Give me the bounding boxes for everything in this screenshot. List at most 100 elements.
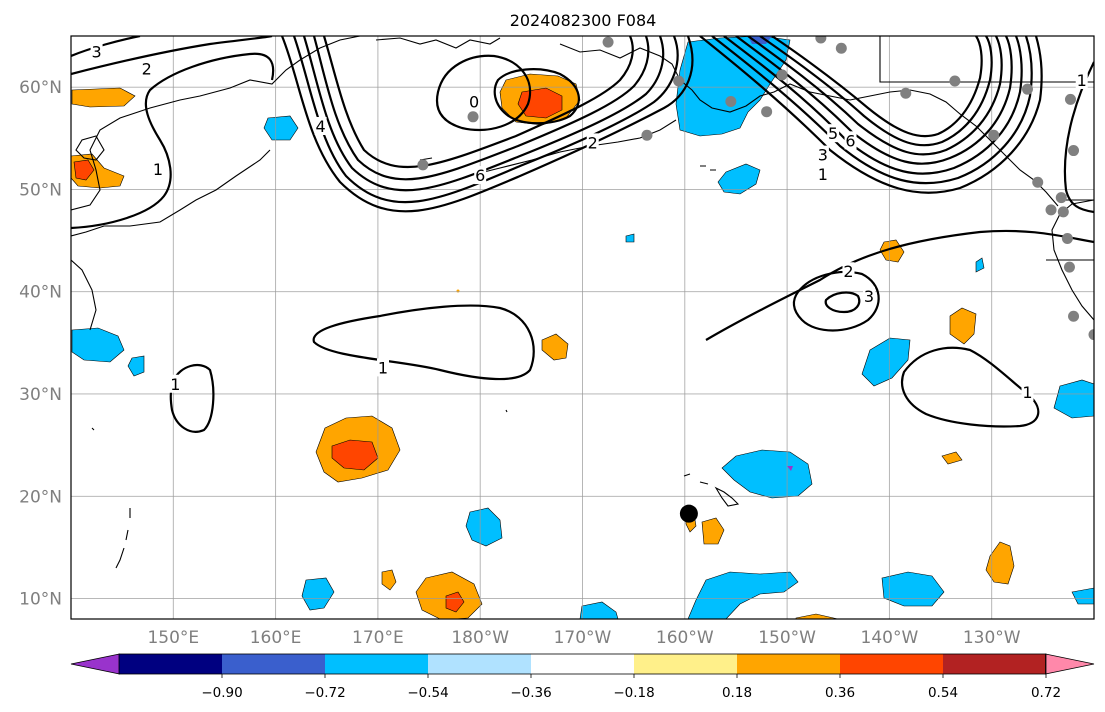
colorbar-tick-label: −0.54 (407, 685, 448, 701)
contour-label: 2 (588, 133, 598, 152)
station-marker (949, 75, 961, 87)
contour-label-halo (90, 42, 103, 61)
longitude-tick-label: 150°W (758, 628, 816, 648)
colorbar-tick-label: 0.18 (722, 685, 752, 701)
colorbar-tick-labels: −0.90 −0.72 −0.54 −0.36 −0.18 0.18 0.36 0.54 0.7… (201, 674, 1061, 701)
contour-label-halo (169, 374, 182, 393)
latitude-tick-label: 10°N (19, 590, 62, 610)
station-marker (1061, 233, 1073, 245)
longitude-tick-label: 150°E (147, 628, 199, 648)
contour-label: 3 (864, 287, 874, 306)
contour-label: 1 (170, 375, 180, 394)
contour-label-halo (140, 59, 153, 78)
contour-label-halo (1075, 70, 1088, 89)
contour-label-halo (474, 166, 487, 185)
contour-label-halo (1021, 382, 1034, 401)
contour-label: 6 (475, 166, 485, 185)
contour-label: 0 (469, 92, 479, 111)
colorbar-segment (531, 654, 635, 674)
station-marker (1057, 206, 1069, 218)
station-marker (1068, 145, 1080, 157)
colorbar-tick-label: −0.72 (304, 685, 345, 701)
contour-label-halo (842, 262, 855, 281)
station-marker (1045, 204, 1057, 216)
station-marker (417, 159, 429, 171)
contour-label: 1 (1077, 71, 1087, 90)
colorbar-tick-label: 0.54 (928, 685, 958, 701)
station-marker (761, 106, 773, 118)
contour-label-halo (151, 159, 164, 178)
contour-label-halo (827, 124, 840, 143)
station-marker (815, 36, 827, 44)
contour-label-halo (377, 358, 390, 377)
latitude-tick-label: 30°N (19, 385, 62, 405)
latitude-tick-label: 20°N (19, 487, 62, 507)
contour-label: 5 (828, 124, 838, 143)
longitude-tick-label: 160°W (656, 628, 714, 648)
station-marker (725, 95, 737, 107)
map-title: 2024082300 F084 (510, 11, 657, 30)
contour-label: 3 (91, 42, 101, 61)
colorbar-tick-label: −0.90 (201, 685, 242, 701)
colorbar-frame (118, 653, 1047, 675)
station-marker (1088, 329, 1094, 341)
storm-center-dot (679, 504, 698, 523)
contour-label: 1 (818, 165, 828, 184)
colorbar-segment (943, 654, 1047, 674)
contour-label: 1 (378, 358, 388, 377)
longitude-tick-labels: 150°E 160°E 170°E 180°W 170°W 160°W 150°W 140°W… (147, 628, 1020, 648)
colorbar-lower-extension (70, 653, 120, 675)
colorbar-tick-label: 0.36 (825, 685, 855, 701)
contour-label-halo (816, 165, 829, 184)
longitude-tick-label: 130°W (963, 628, 1021, 648)
longitude-tick-label: 170°W (554, 628, 612, 648)
station-marker (1022, 83, 1034, 95)
station-markers (417, 36, 1094, 341)
station-marker (1068, 310, 1080, 322)
colorbar-tick-label: 0.72 (1031, 685, 1061, 701)
station-marker (1055, 192, 1067, 204)
contour-label: 2 (142, 60, 152, 79)
station-marker (1064, 93, 1076, 105)
colorbar-segment (119, 654, 223, 674)
colorbar-segment (737, 654, 841, 674)
station-marker (900, 87, 912, 99)
station-marker (776, 69, 788, 81)
contour-label: 6 (845, 131, 855, 150)
storm-center-marker (679, 504, 698, 523)
colorbar (70, 653, 1095, 675)
map-frame (70, 35, 1095, 620)
height-contours (71, 36, 1094, 433)
colorbar-tick-label: −0.36 (510, 685, 551, 701)
station-marker (467, 111, 479, 123)
contour-label: 1 (1022, 383, 1032, 402)
station-marker (1032, 176, 1044, 188)
longitude-tick-label: 160°E (250, 628, 302, 648)
contour-label: 2 (843, 262, 853, 281)
contour-label: 3 (818, 146, 828, 165)
contour-label: 4 (316, 117, 326, 136)
latitude-tick-labels: 10°N 20°N 30°N 40°N 50°N 60°N (19, 78, 62, 609)
contour-label-halo (586, 133, 599, 152)
station-marker (835, 42, 847, 54)
station-marker (673, 75, 685, 87)
contour-label-halo (468, 92, 481, 111)
colorbar-segment (222, 654, 326, 674)
negative-anomaly-shading (71, 36, 1094, 619)
contour-label-halo (844, 131, 857, 150)
contour-label-halo (816, 145, 829, 164)
contour-label-halo (862, 286, 875, 305)
longitude-tick-label: 170°E (352, 628, 404, 648)
longitude-tick-label: 180°W (451, 628, 509, 648)
colorbar-upper-extension (1045, 653, 1095, 675)
contour-label: 1 (153, 160, 163, 179)
colorbar-segment (325, 654, 429, 674)
station-marker (602, 36, 614, 48)
latitude-tick-label: 50°N (19, 180, 62, 200)
colorbar-segment (428, 654, 532, 674)
colorbar-segment (634, 654, 738, 674)
station-marker (641, 129, 653, 141)
